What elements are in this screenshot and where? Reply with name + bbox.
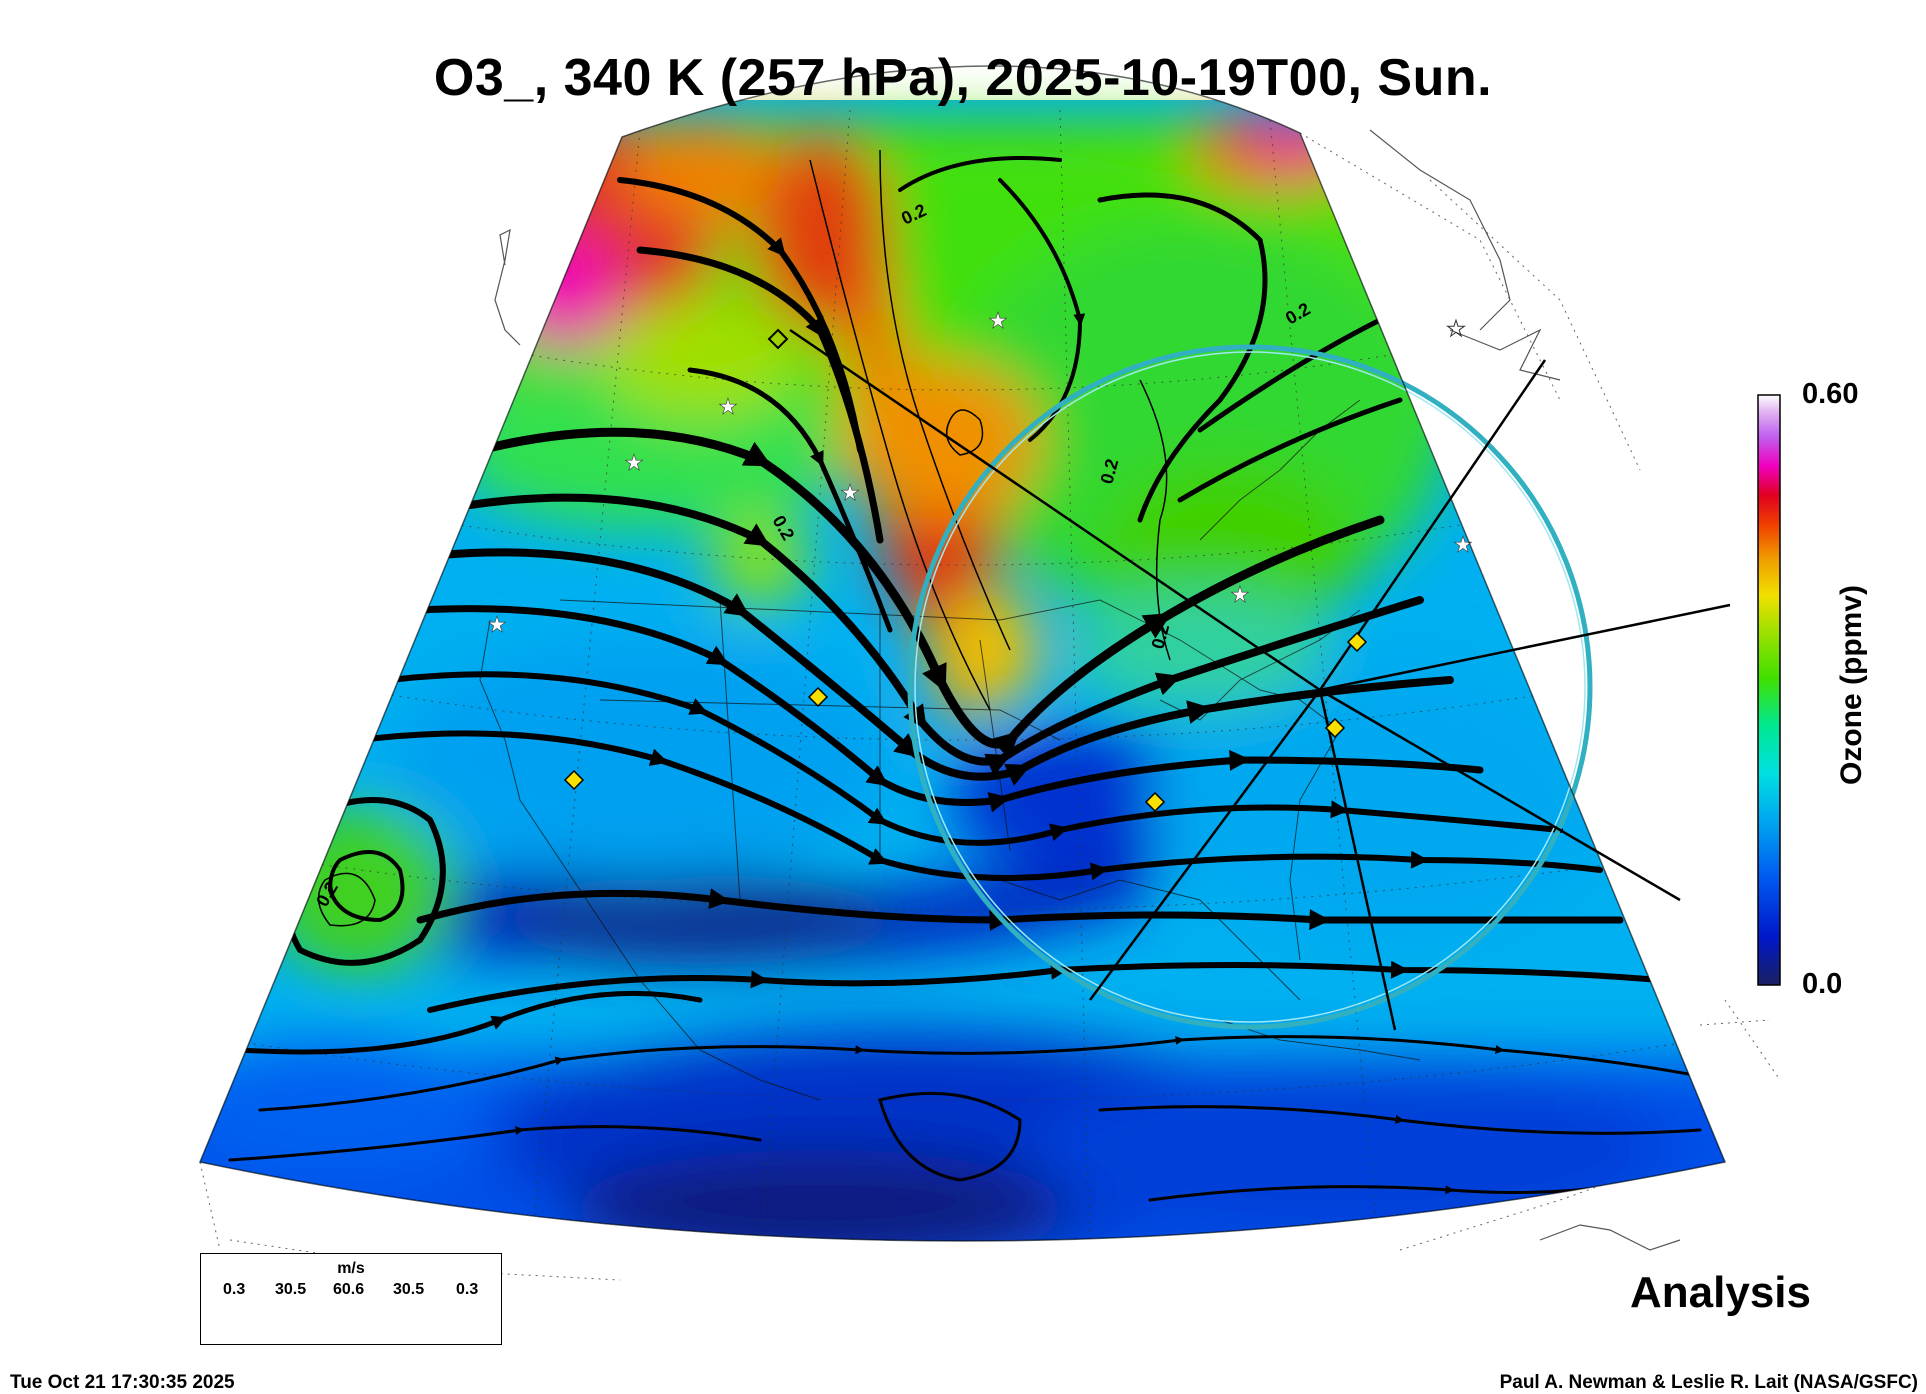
svg-text:★: ★	[988, 308, 1008, 333]
svg-text:★: ★	[718, 394, 738, 419]
colorbar-max-label: 0.60	[1802, 378, 1859, 410]
colorbar-title: Ozone (ppmv)	[1835, 585, 1868, 785]
wind-legend-value: 0.3	[223, 1281, 246, 1298]
timestamp: Tue Oct 21 17:30:35 2025	[10, 1372, 235, 1393]
colorbar	[1757, 394, 1781, 986]
credit-line: Paul A. Newman & Leslie R. Lait (NASA/GS…	[1499, 1372, 1918, 1393]
wind-legend-units: m/s	[337, 1260, 365, 1277]
wind-legend-value: 30.5	[275, 1281, 307, 1298]
region-circle	[907, 344, 1593, 1030]
map-title: O3_, 340 K (257 hPa), 2025-10-19T00, Sun…	[433, 49, 1493, 107]
analysis-label: Analysis	[1630, 1268, 1811, 1317]
star-markers: ★ ★ ★ ★ ★ ★ ★	[487, 308, 1473, 638]
svg-text:★: ★	[624, 450, 644, 475]
wind-legend-value: 30.5	[393, 1281, 425, 1298]
ozone-contours	[317, 149, 1171, 927]
station-marker-open	[767, 328, 789, 350]
wind-legend-value: 60.6	[333, 1281, 365, 1298]
station-markers-yellow	[563, 631, 1368, 813]
outer-coastlines	[494, 129, 1681, 1251]
wind-legend: m/s 0.3 30.5 60.6 30.5 0.3	[200, 1253, 502, 1345]
star-marker-outline: ★	[1446, 316, 1466, 341]
svg-text:★: ★	[487, 612, 507, 637]
map-border	[198, 65, 1727, 1242]
colorbar-min-label: 0.0	[1802, 968, 1843, 1000]
svg-text:★: ★	[1230, 582, 1250, 607]
svg-text:★: ★	[840, 480, 860, 505]
wind-legend-value: 0.3	[456, 1281, 479, 1298]
